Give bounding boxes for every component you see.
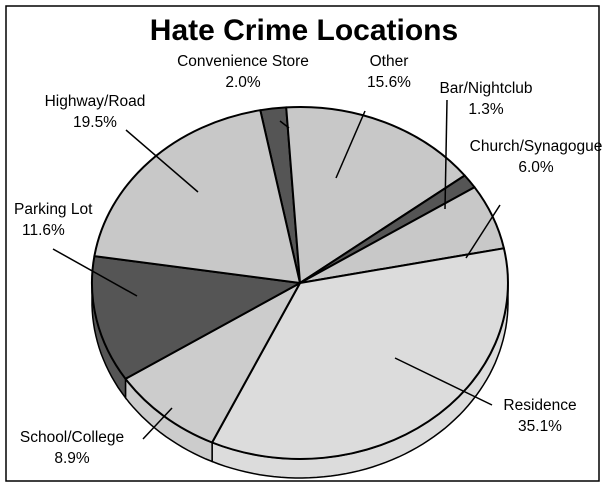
slice-value-label: 1.3% — [468, 101, 504, 118]
slice-value-label: 2.0% — [225, 74, 261, 91]
slice-value-label: 19.5% — [73, 114, 117, 131]
pie-labels: Convenience Store 2.0% Other 15.6% Bar/Night… — [14, 53, 602, 467]
pie-slice — [93, 109, 301, 284]
pie-leaders — [52, 99, 501, 440]
leader-line — [444, 99, 448, 210]
slice-label: Bar/Nightclub — [439, 80, 532, 97]
slice-label: Parking Lot — [14, 201, 93, 218]
slice-label: Residence — [503, 397, 576, 414]
leader-line — [335, 110, 366, 179]
slice-value-label: 6.0% — [518, 159, 554, 176]
slice-label: Other — [370, 53, 409, 70]
pie-slice — [285, 106, 466, 284]
pie-slice — [124, 282, 301, 444]
slice-value-label: 15.6% — [367, 74, 411, 91]
slice-label: Church/Synagogue — [470, 138, 603, 155]
leader-line — [465, 204, 501, 259]
chart-title: Hate Crime Locations — [150, 14, 458, 47]
slice-label: Convenience Store — [177, 53, 309, 70]
slice-value-label: 8.9% — [54, 450, 90, 467]
leader-line — [279, 120, 290, 129]
leader-line — [125, 129, 199, 193]
leader-line — [394, 357, 493, 406]
slice-label: School/College — [20, 429, 124, 446]
pie-top — [90, 106, 509, 460]
leader-line — [52, 248, 138, 297]
slice-label: Highway/Road — [45, 93, 146, 110]
leader-line — [142, 407, 173, 440]
slice-value-label: 35.1% — [518, 418, 562, 435]
slice-value-label: 11.6% — [22, 222, 65, 239]
pie-slice — [211, 247, 509, 460]
pie-slice — [90, 255, 301, 380]
